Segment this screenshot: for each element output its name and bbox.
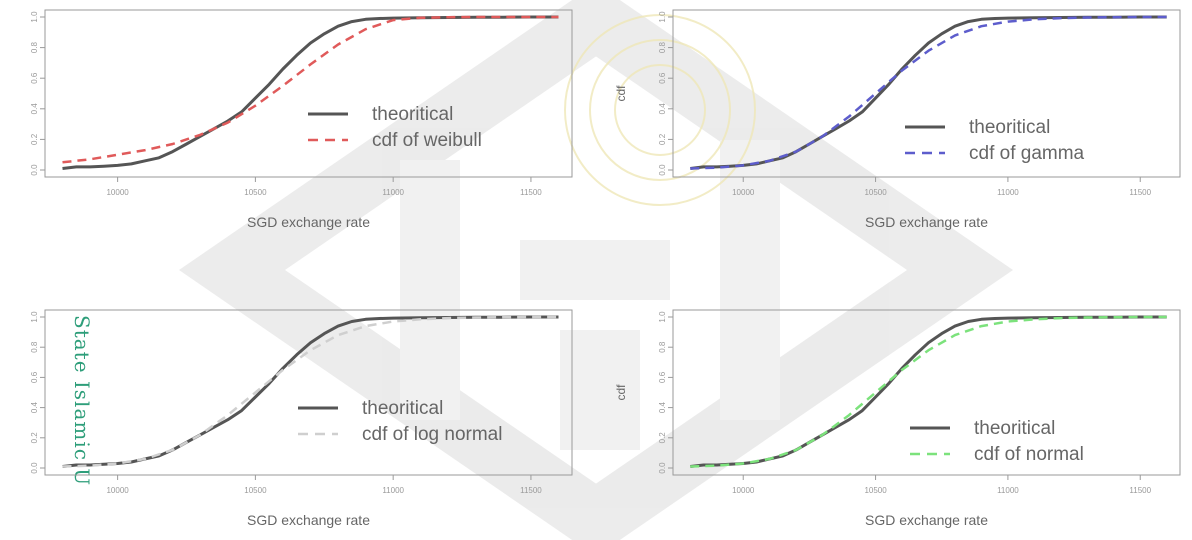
x-tick-label: 10000: [732, 486, 755, 495]
legend-label: cdf of gamma: [969, 143, 1085, 164]
series-line-weibull: [62, 15, 559, 164]
legend-label: cdf of log normal: [362, 424, 502, 445]
x-axis-label: SGD exchange rate: [247, 512, 370, 528]
plot-frame: [44, 309, 573, 476]
x-tick-label: 11000: [382, 486, 404, 495]
chart-panel-1: 0.0 0.2 0.4 0.6 0.8 1.0 10000 10500 11000 11500 SG…: [30, 9, 573, 230]
x-tick-label: 10500: [864, 188, 887, 197]
plot-frame: [44, 9, 573, 178]
x-axis-label: SGD exchange rate: [865, 214, 988, 230]
x-tick-label: 11500: [520, 486, 542, 495]
y-tick-label: 0.6: [30, 72, 39, 84]
x-tick-label: 10000: [732, 188, 755, 197]
x-tick-label: 11500: [520, 188, 542, 197]
x-axis-label: SGD exchange rate: [247, 214, 370, 230]
y-tick-label: 0.0: [658, 462, 667, 474]
legend-label: cdf of weibull: [372, 130, 482, 151]
series-line-theoretical: [690, 315, 1167, 468]
legend-label: theoritical: [372, 104, 453, 125]
y-tick-label: 0.4: [658, 401, 667, 413]
y-tick-label: 0.8: [30, 341, 39, 353]
y-tick-label: 0.8: [658, 341, 667, 353]
legend-label: theoritical: [974, 418, 1055, 439]
series-line-theoretical: [690, 15, 1167, 170]
chart-panel-3: 0.0 0.2 0.4 0.6 0.8 1.0 10000 10500 11000 11500 SG…: [30, 309, 573, 528]
series-line-lognormal: [62, 315, 559, 468]
y-tick-label: 1.0: [30, 311, 39, 323]
y-tick-label: 0.6: [658, 72, 667, 84]
y-tick-label: 1.0: [658, 311, 667, 323]
legend-label: theoritical: [362, 398, 443, 419]
x-tick-label: 10000: [106, 188, 129, 197]
y-tick-label: 0.4: [30, 103, 39, 115]
x-tick-label: 10500: [864, 486, 887, 495]
y-tick-label: 1.0: [30, 11, 39, 23]
x-tick-label: 11000: [997, 486, 1019, 495]
y-tick-label: 0.0: [658, 164, 667, 176]
series-line-theoretical: [62, 15, 559, 170]
y-tick-label: 0.2: [30, 133, 39, 145]
x-tick-label: 10500: [244, 188, 267, 197]
series-line-normal: [690, 315, 1167, 468]
y-tick-label: 0.6: [30, 371, 39, 383]
y-tick-label: 0.8: [30, 41, 39, 53]
x-tick-label: 10000: [106, 486, 129, 495]
y-tick-label: 1.0: [658, 11, 667, 23]
plot-frame: [672, 9, 1181, 178]
x-tick-label: 11000: [997, 188, 1019, 197]
y-axis-label: cdf: [614, 85, 628, 102]
y-tick-label: 0.0: [30, 164, 39, 176]
series-line-theoretical: [62, 315, 559, 468]
x-tick-label: 11500: [1129, 486, 1151, 495]
series-line-gamma: [690, 15, 1167, 170]
y-tick-label: 0.4: [658, 103, 667, 115]
y-tick-label: 0.6: [658, 371, 667, 383]
legend-label: theoritical: [969, 117, 1050, 138]
y-axis-label: cdf: [614, 384, 628, 401]
y-tick-label: 0.8: [658, 41, 667, 53]
y-tick-label: 0.2: [30, 432, 39, 444]
chart-panel-2: 0.0 0.2 0.4 0.6 0.8 1.0 10000 10500 11000 11500 SG…: [614, 9, 1181, 230]
plot-frame: [672, 309, 1181, 476]
watermark-side-text: State Islamic U: [70, 315, 94, 487]
y-tick-label: 0.2: [658, 133, 667, 145]
y-tick-label: 0.2: [658, 432, 667, 444]
x-tick-label: 10500: [244, 486, 267, 495]
legend-label: cdf of normal: [974, 444, 1084, 465]
x-tick-label: 11000: [382, 188, 404, 197]
chart-panel-4: 0.0 0.2 0.4 0.6 0.8 1.0 10000 10500 11000 11500 SG…: [614, 309, 1181, 528]
x-tick-label: 11500: [1129, 188, 1151, 197]
y-tick-label: 0.4: [30, 401, 39, 413]
y-tick-label: 0.0: [30, 462, 39, 474]
x-axis-label: SGD exchange rate: [865, 512, 988, 528]
